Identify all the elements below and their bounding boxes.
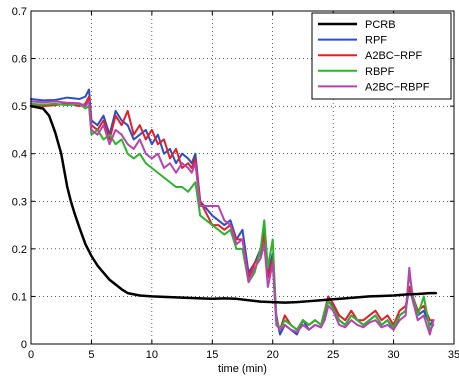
y-tick-label: 0	[21, 339, 27, 351]
x-tick-label: 35	[448, 349, 459, 361]
legend-label-a2bc-rpf: A2BC−RPF	[365, 50, 422, 62]
x-axis-label: time (min)	[218, 363, 267, 375]
y-tick-label: 0.1	[12, 291, 27, 303]
y-tick-label: 0.4	[12, 149, 27, 161]
series-line-a2bc-rbpf	[30, 100, 435, 336]
x-tick-label: 30	[387, 349, 399, 361]
legend-label-rpf: RPF	[365, 35, 387, 47]
y-tick-label: 0.7	[12, 6, 27, 18]
x-tick-label: 20	[267, 349, 279, 361]
y-tick-label: 0.6	[12, 54, 27, 66]
x-tick-label: 0	[28, 349, 34, 361]
legend-label-a2bc-rbpf: A2BC−RBPF	[365, 81, 430, 93]
legend-label-rbpf: RBPF	[365, 66, 395, 78]
axis-tick-labels: 0 5 10 15 20 25 30 35 0 0.1 0.2 0.3 0.4 0.5 0.6 0.7	[12, 6, 459, 361]
series-line-rbpf	[30, 102, 435, 331]
y-tick-label: 0.5	[12, 101, 27, 113]
x-tick-label: 25	[327, 349, 339, 361]
legend-label-pcrb: PCRB	[365, 19, 396, 31]
legend: PCRB RPF A2BC−RPF RBPF A2BC−RBPF	[311, 12, 452, 100]
y-tick-label: 0.3	[12, 196, 27, 208]
x-tick-label: 15	[206, 349, 218, 361]
series-line-pcrb	[29, 104, 438, 304]
x-tick-label: 10	[146, 349, 158, 361]
series-line-a2bc-rpf	[30, 95, 435, 331]
x-tick-label: 5	[88, 349, 94, 361]
plot-series	[29, 88, 438, 336]
y-tick-label: 0.2	[12, 244, 27, 256]
plot-frame	[30, 10, 455, 345]
